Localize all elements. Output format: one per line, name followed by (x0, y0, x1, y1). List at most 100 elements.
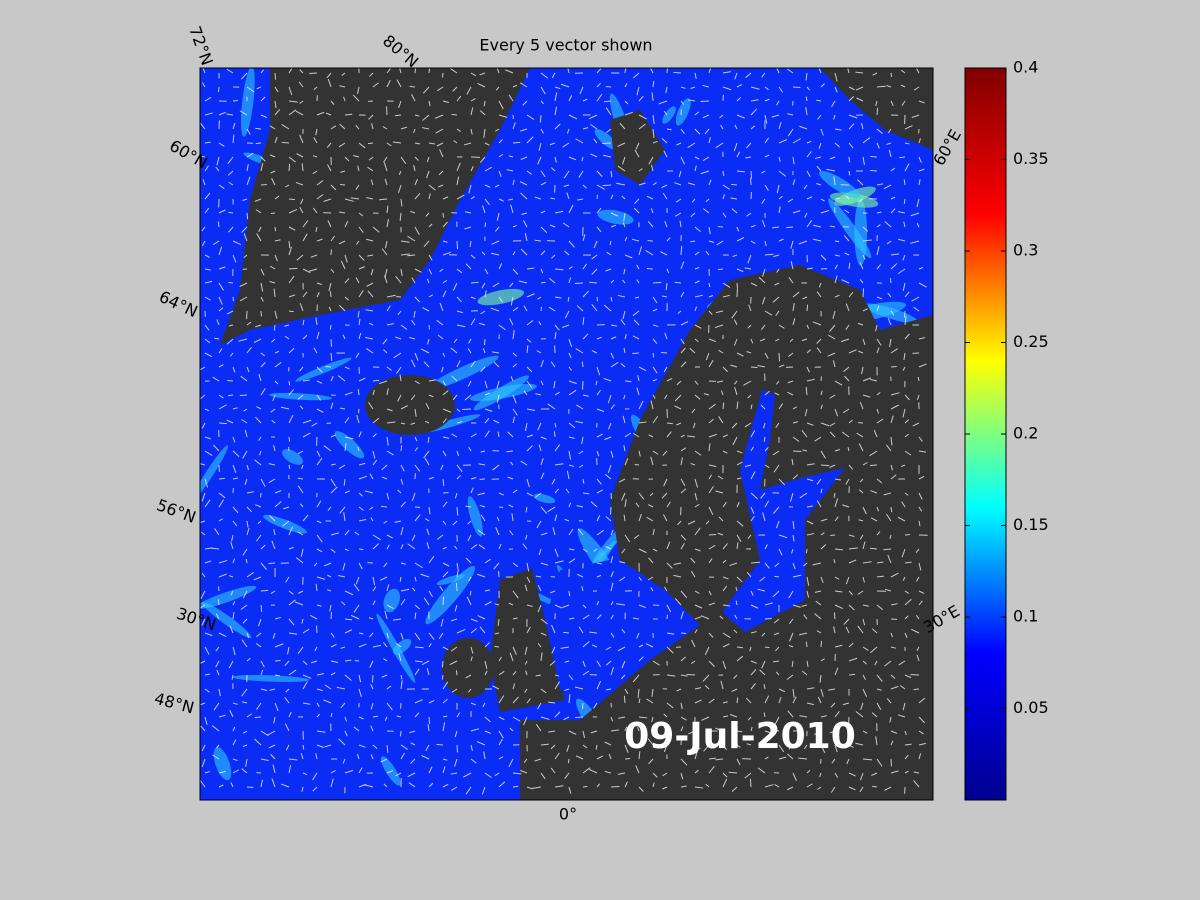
vector (666, 237, 671, 242)
vector (442, 520, 447, 525)
vector (750, 604, 759, 609)
vector (834, 576, 840, 580)
vector (610, 194, 614, 200)
vector (605, 516, 612, 522)
vector (750, 561, 760, 564)
vector (623, 514, 626, 522)
vector (610, 352, 615, 359)
vector (690, 557, 696, 564)
vector (200, 520, 206, 524)
vector (344, 629, 352, 634)
vector (366, 348, 374, 354)
vector (399, 212, 402, 221)
vector (760, 492, 766, 499)
vector (603, 304, 612, 312)
vector (704, 646, 710, 655)
vector (244, 478, 248, 486)
vector (747, 716, 752, 721)
vector (495, 128, 500, 132)
vector (232, 122, 236, 130)
vector (596, 184, 605, 190)
vector (736, 520, 744, 527)
vector (316, 713, 321, 718)
vector (761, 72, 766, 78)
vector (774, 575, 780, 578)
vector (581, 702, 584, 709)
vector (660, 251, 668, 256)
vector (760, 404, 766, 410)
vector (607, 422, 612, 430)
vector (358, 492, 363, 497)
vector (764, 562, 770, 569)
vector (300, 548, 304, 557)
vector (338, 738, 346, 746)
vector (806, 422, 814, 426)
vector (848, 642, 854, 648)
vector (439, 149, 444, 158)
vector (564, 772, 570, 779)
vector (453, 140, 458, 144)
vector (270, 753, 276, 760)
vector (538, 548, 542, 555)
vector (820, 640, 823, 648)
vector (366, 282, 374, 287)
greenland (220, 68, 530, 345)
vector (848, 604, 855, 611)
vector (624, 781, 628, 788)
vector (512, 84, 518, 88)
vector (694, 492, 698, 501)
vector (666, 632, 675, 635)
vector (241, 226, 248, 233)
vector (918, 506, 923, 512)
vector (442, 380, 446, 386)
vector (512, 394, 517, 404)
vector (862, 156, 865, 165)
vector (582, 744, 588, 749)
vector (674, 212, 682, 217)
vector (330, 268, 335, 274)
vector (759, 338, 766, 342)
vector (344, 436, 354, 440)
vector (775, 646, 780, 652)
vector (858, 198, 864, 203)
vector (563, 716, 570, 721)
streak (854, 199, 868, 266)
vector (848, 559, 857, 564)
vector (498, 756, 504, 760)
vector (456, 628, 466, 634)
vector (398, 170, 402, 176)
vector (617, 165, 626, 172)
vector (708, 226, 711, 235)
vector (792, 138, 801, 144)
vector (312, 207, 318, 214)
vector (253, 576, 262, 581)
vector (316, 332, 320, 340)
vector (537, 585, 542, 592)
vector (719, 615, 724, 620)
vector (288, 348, 295, 354)
vector (714, 324, 724, 329)
vector (786, 786, 794, 791)
vector (414, 562, 423, 569)
vector (563, 631, 570, 634)
vector (609, 240, 612, 246)
vector (327, 78, 332, 88)
vector (442, 390, 449, 396)
vector (788, 352, 794, 357)
vector (329, 324, 332, 330)
vector (566, 192, 570, 200)
vector (215, 660, 220, 668)
vector (464, 394, 472, 401)
vector (316, 180, 324, 186)
vector (652, 660, 660, 666)
vector (358, 744, 366, 748)
vector (750, 125, 756, 130)
vector (539, 114, 542, 123)
vector (260, 478, 266, 488)
vector (890, 572, 899, 578)
vector (554, 92, 558, 102)
vector (245, 558, 248, 564)
vector (843, 408, 850, 414)
vector (260, 660, 265, 668)
vector (848, 534, 855, 537)
